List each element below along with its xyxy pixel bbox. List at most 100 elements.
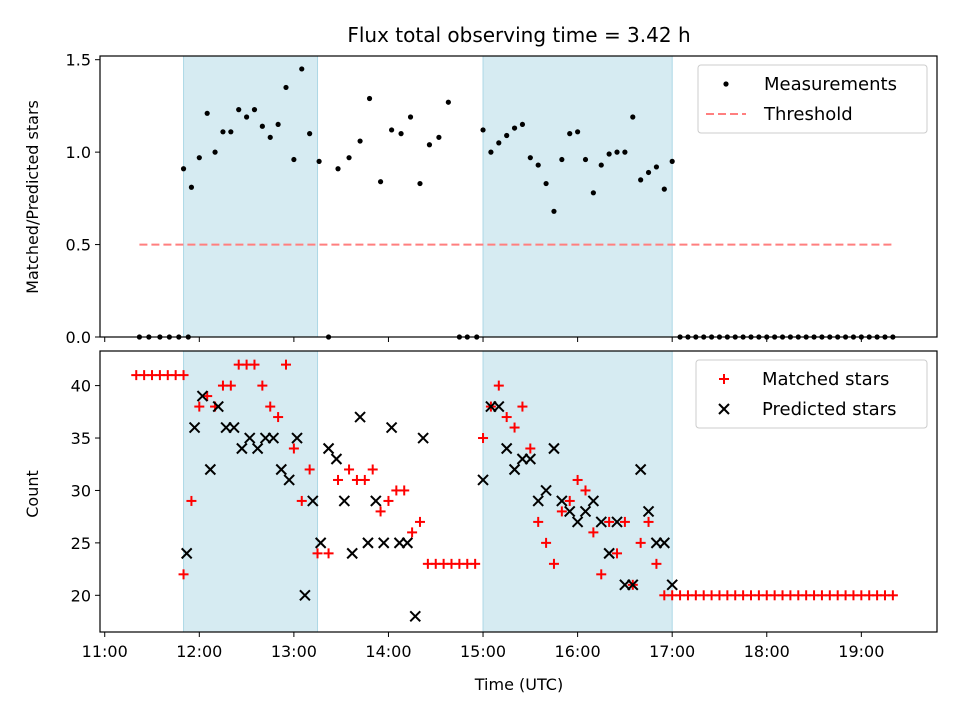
- legend-label: Measurements: [764, 74, 897, 95]
- top-y-axis-label: Matched/Predicted stars: [23, 100, 42, 294]
- matched-star-marker: [375, 506, 386, 517]
- matched-star-marker: [564, 495, 575, 506]
- measurement-point: [436, 134, 442, 140]
- bottom-panel: 20 25 30 35 40 11:00 12:00 13:00 14:00 15:00 16:00…: [71, 350, 938, 661]
- measurement-point: [645, 169, 652, 176]
- predicted-star-marker: [666, 579, 678, 591]
- measurement-point: [445, 99, 451, 105]
- matched-star-marker: [178, 370, 189, 381]
- measurement-point: [661, 186, 667, 192]
- predicted-star-marker: [267, 432, 280, 444]
- top-axes-frame: [99, 55, 938, 338]
- predicted-star-marker: [283, 474, 295, 486]
- measurement-point: [488, 149, 494, 155]
- measurement-point: [519, 121, 526, 128]
- predicted-star-marker: [314, 537, 327, 549]
- predicted-star-marker: [493, 400, 505, 413]
- measurement-point: [267, 134, 273, 140]
- legend-label: Threshold: [763, 104, 853, 125]
- measurement-point: [535, 162, 541, 168]
- measurement-point: [357, 138, 363, 144]
- predicted-star-marker: [500, 442, 513, 455]
- predicted-star-marker: [354, 411, 366, 423]
- x-axis-label: Time (UTC): [474, 675, 563, 694]
- x-tick-label: 17:00: [649, 642, 695, 661]
- bottom-legend: Matched stars Predicted stars: [695, 359, 928, 429]
- matched-star-marker: [604, 516, 615, 527]
- predicted-star-marker: [532, 495, 544, 507]
- measurement-point: [653, 164, 660, 170]
- measurement-point: [243, 114, 250, 120]
- measurement-point: [511, 125, 518, 131]
- predicted-star-marker: [548, 442, 560, 455]
- x-tick-label: 16:00: [555, 642, 601, 661]
- matched-star-marker: [257, 380, 268, 391]
- matched-star-marker: [399, 485, 410, 496]
- measurement-point: [180, 166, 187, 172]
- x-tick-label: 19:00: [838, 642, 884, 661]
- bottom-y-axis-label: Count: [23, 470, 42, 518]
- bottom-axes-frame: [99, 350, 938, 633]
- matched-star-marker: [509, 422, 520, 433]
- legend-label: Matched stars: [762, 369, 889, 390]
- predicted-star-marker: [299, 589, 311, 602]
- measurement-point: [598, 162, 604, 168]
- predicted-star-marker: [571, 516, 584, 528]
- measurement-point: [496, 140, 502, 146]
- predicted-star-marker: [188, 421, 201, 434]
- matched-star-marker: [312, 548, 323, 559]
- predicted-star-marker: [564, 505, 576, 518]
- matched-star-marker: [643, 516, 654, 527]
- predicted-star-marker: [508, 463, 521, 476]
- matched-star-marker: [493, 380, 504, 391]
- bottom-shaded-interval: [482, 350, 673, 633]
- top-y-tick-label: 1.5: [66, 51, 91, 70]
- x-tick-label: 15:00: [460, 642, 506, 661]
- measurement-point: [275, 121, 281, 128]
- matched-star-marker: [548, 558, 559, 569]
- matched-star-marker: [333, 474, 344, 485]
- matched-star-marker: [651, 558, 662, 569]
- matched-star-marker: [359, 474, 370, 485]
- matched-star-marker: [580, 485, 591, 496]
- bottom-y-tick-label: 30: [71, 481, 91, 500]
- measurement-point: [527, 155, 533, 161]
- predicted-star-marker: [627, 579, 639, 591]
- predicted-star-marker: [417, 432, 429, 444]
- x-tick-label: 14:00: [365, 642, 411, 661]
- measurement-point: [582, 156, 589, 163]
- predicted-star-marker: [322, 442, 335, 455]
- matched-star-marker: [296, 495, 307, 506]
- matched-star-marker: [635, 537, 646, 548]
- measurement-point: [567, 131, 573, 137]
- measurement-point: [283, 84, 289, 91]
- measurement-point: [543, 180, 549, 187]
- measurement-point: [398, 131, 404, 137]
- top-shaded-interval: [482, 55, 673, 338]
- matched-star-marker: [517, 401, 528, 412]
- measurement-point: [504, 132, 510, 139]
- measurement-point: [188, 184, 195, 190]
- matched-star-marker: [344, 464, 355, 475]
- predicted-star-marker: [378, 537, 390, 549]
- predicted-star-marker: [275, 463, 287, 476]
- predicted-star-marker: [634, 463, 647, 476]
- predicted-star-marker: [370, 495, 382, 507]
- matched-star-marker: [414, 516, 425, 527]
- x-tick-label: 11:00: [82, 642, 128, 661]
- measurement-point: [622, 149, 628, 155]
- measurement-point: [638, 177, 644, 183]
- predicted-star-marker: [228, 421, 240, 434]
- matched-star-marker: [383, 495, 394, 506]
- measurement-point: [407, 114, 414, 120]
- measurement-point: [614, 149, 620, 155]
- measurement-point: [251, 107, 258, 113]
- measurement-point: [299, 66, 305, 72]
- matched-star-marker: [501, 412, 512, 423]
- matched-star-marker: [194, 401, 205, 412]
- top-legend: Measurements Threshold: [697, 64, 928, 134]
- predicted-star-marker: [180, 547, 193, 560]
- measurement-point: [480, 127, 486, 133]
- predicted-star-marker: [346, 547, 358, 560]
- matched-star-marker: [281, 359, 291, 370]
